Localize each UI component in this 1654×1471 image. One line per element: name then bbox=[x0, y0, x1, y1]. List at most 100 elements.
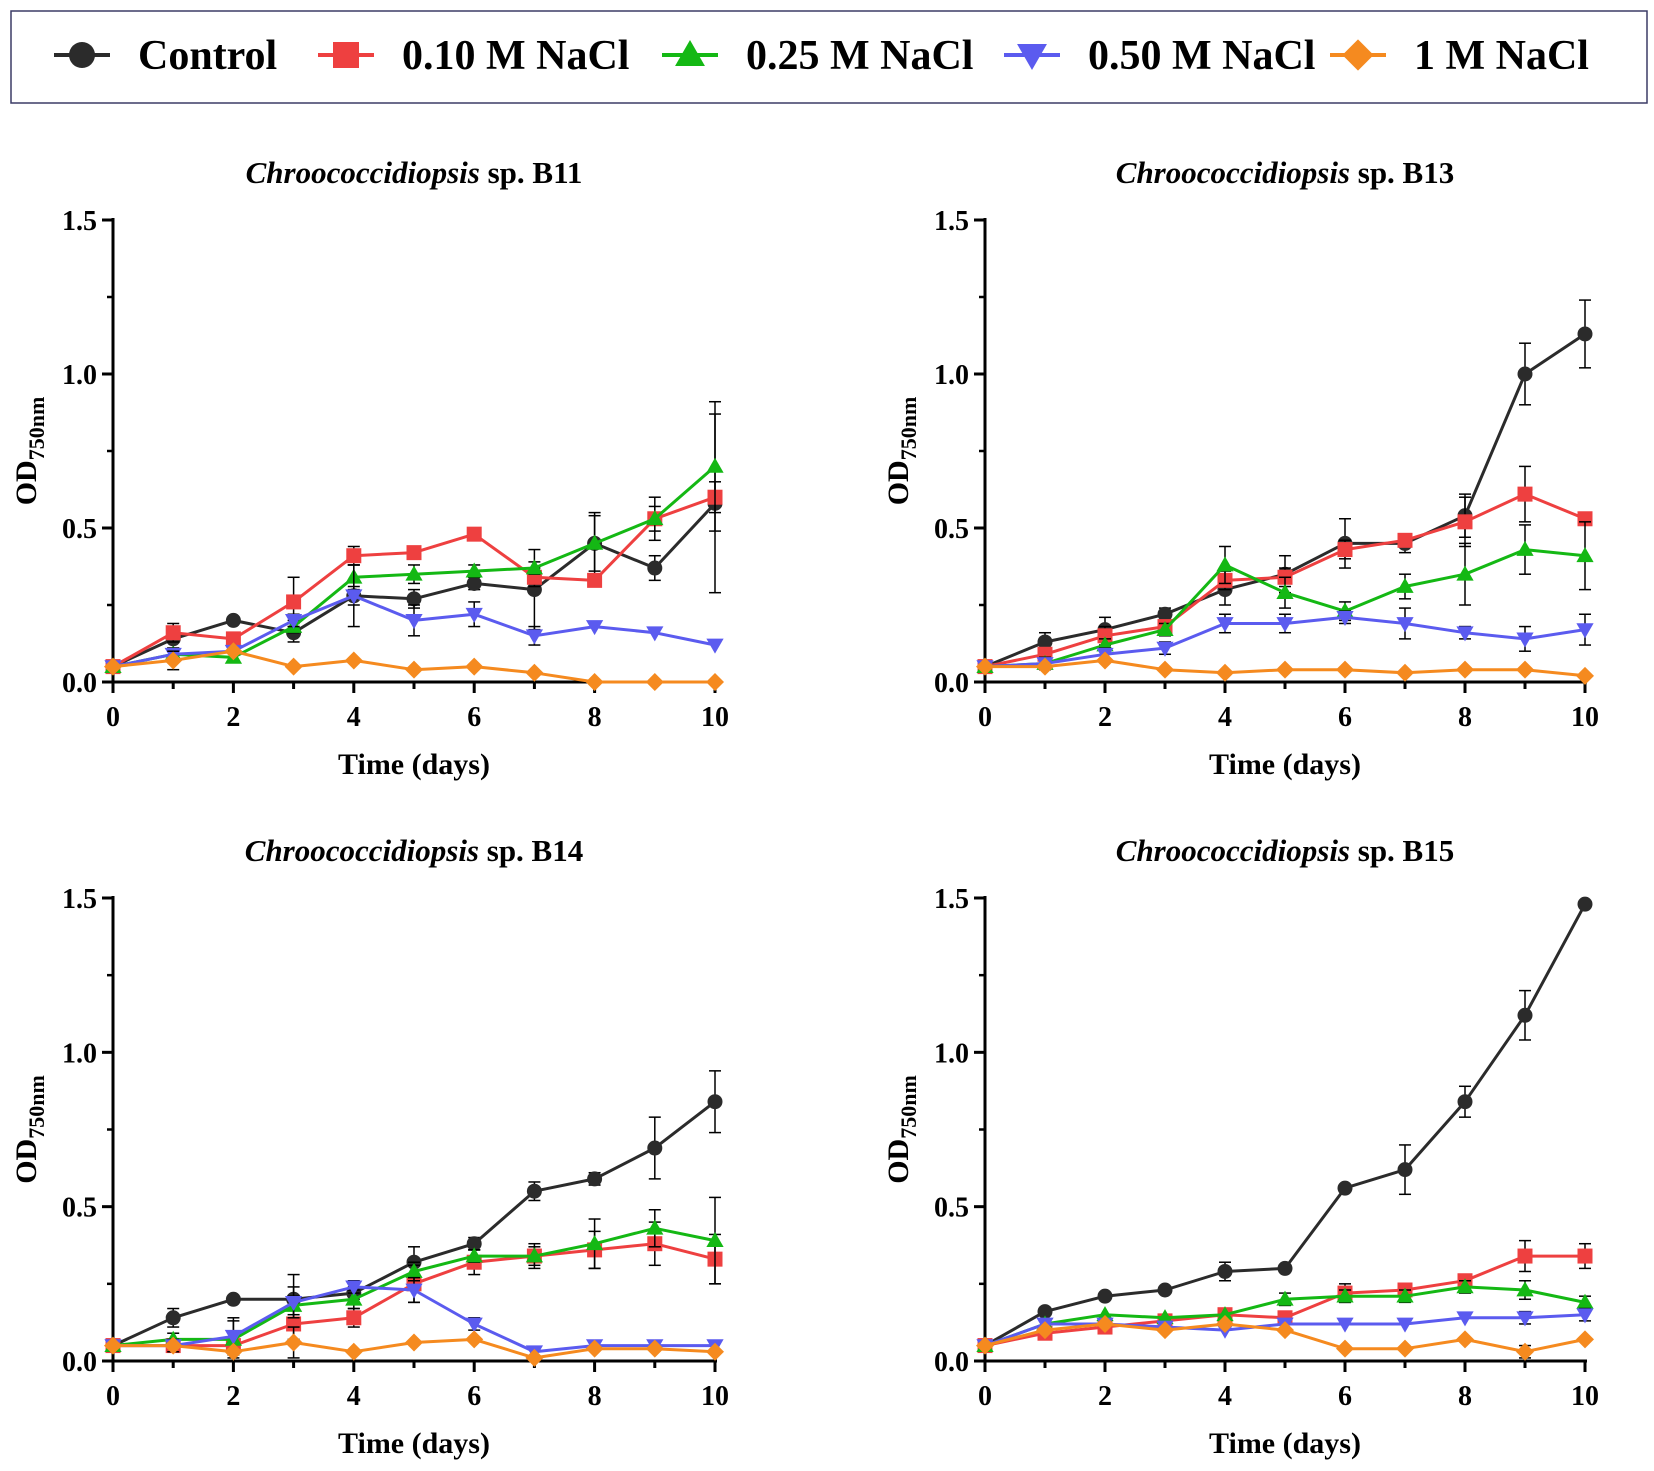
x-tick-label: 2 bbox=[226, 1381, 240, 1412]
x-axis-label: Time (days) bbox=[338, 1427, 490, 1460]
data-point bbox=[706, 1342, 724, 1361]
data-point bbox=[1037, 634, 1053, 650]
data-point bbox=[1456, 1311, 1474, 1327]
series-line bbox=[984, 903, 1587, 1347]
legend-item-1-m-nacl: 1 M NaCl bbox=[1330, 33, 1589, 79]
data-point bbox=[1396, 577, 1414, 593]
legend-marker-circle bbox=[69, 42, 95, 68]
legend-marker-diamond bbox=[1342, 39, 1374, 71]
x-tick-label: 4 bbox=[1218, 1381, 1232, 1412]
y-tick-label: 1.5 bbox=[62, 884, 97, 915]
y-tick-label: 1.5 bbox=[62, 206, 97, 237]
data-point bbox=[1156, 660, 1174, 679]
x-tick-label: 8 bbox=[588, 702, 602, 733]
data-point bbox=[345, 1290, 363, 1306]
y-axis-label-sub: 750nm bbox=[896, 397, 921, 461]
y-tick-label: 1.5 bbox=[934, 206, 969, 237]
x-tick-label: 4 bbox=[1218, 702, 1232, 733]
x-tick-label: 10 bbox=[701, 1381, 729, 1412]
data-point bbox=[1517, 366, 1533, 382]
data-point bbox=[405, 660, 423, 679]
data-point bbox=[1337, 542, 1353, 558]
data-point bbox=[526, 1183, 542, 1199]
chart-title-genus: Chroococcidiopsis bbox=[1116, 155, 1350, 190]
data-point bbox=[1156, 621, 1174, 637]
data-point bbox=[224, 1329, 243, 1345]
x-tick-label: 4 bbox=[347, 1381, 361, 1412]
x-tick-label: 10 bbox=[1571, 1381, 1599, 1412]
series-0-10-m-nacl bbox=[977, 465, 1593, 675]
data-point bbox=[1037, 1304, 1053, 1320]
data-point bbox=[706, 1231, 724, 1247]
data-point bbox=[1277, 1260, 1293, 1276]
data-point bbox=[525, 1348, 544, 1367]
data-point bbox=[587, 1171, 603, 1187]
legend-marker-triangle-up bbox=[675, 40, 705, 67]
data-point bbox=[1396, 1317, 1414, 1333]
data-point bbox=[345, 1280, 363, 1296]
data-point bbox=[466, 1236, 482, 1252]
data-point bbox=[1456, 565, 1474, 581]
data-point bbox=[1516, 1342, 1534, 1361]
data-point bbox=[525, 1247, 544, 1263]
data-point bbox=[225, 612, 241, 628]
data-point bbox=[1397, 1162, 1413, 1178]
chart-title-genus: Chroococcidiopsis bbox=[1116, 833, 1350, 868]
data-point bbox=[405, 565, 423, 581]
data-point bbox=[1156, 1321, 1174, 1340]
series-line bbox=[112, 1100, 716, 1347]
data-point bbox=[587, 572, 603, 588]
y-tick-label: 1.0 bbox=[62, 360, 97, 391]
series-1-m-nacl bbox=[976, 651, 1594, 685]
chart-title: Chroococcidiopsis sp. B11 bbox=[246, 155, 583, 190]
data-point bbox=[1276, 660, 1294, 679]
data-point bbox=[1276, 1321, 1294, 1340]
data-point bbox=[1577, 326, 1593, 342]
data-point bbox=[1396, 1339, 1414, 1358]
data-point bbox=[344, 1342, 363, 1361]
x-tick-label: 2 bbox=[1098, 1381, 1112, 1412]
x-tick-label: 6 bbox=[1338, 1381, 1352, 1412]
chart-title: Chroococcidiopsis sp. B13 bbox=[1116, 155, 1454, 190]
chart-title-genus: Chroococcidiopsis bbox=[246, 155, 480, 190]
data-point bbox=[465, 657, 484, 676]
data-point bbox=[585, 620, 604, 636]
data-point bbox=[1036, 657, 1054, 676]
data-point bbox=[647, 560, 663, 576]
series-1-m-nacl bbox=[976, 1314, 1594, 1361]
y-axis-label-main: OD bbox=[10, 460, 43, 505]
chart-title: Chroococcidiopsis sp. B14 bbox=[245, 833, 583, 868]
chart-title-strain: sp. B15 bbox=[1350, 833, 1454, 868]
data-point bbox=[646, 626, 664, 642]
data-point bbox=[104, 657, 122, 676]
y-axis-label-sub: 750nm bbox=[24, 397, 49, 461]
data-point bbox=[1216, 1314, 1234, 1333]
data-point bbox=[706, 457, 724, 473]
data-point bbox=[1276, 584, 1294, 600]
x-tick-label: 0 bbox=[978, 702, 992, 733]
chart-title-strain: sp. B14 bbox=[479, 833, 583, 868]
data-point bbox=[1216, 617, 1234, 633]
y-tick-label: 0.0 bbox=[62, 1347, 97, 1378]
x-tick-label: 4 bbox=[347, 702, 361, 733]
legend-label: 0.10 M NaCl bbox=[402, 33, 629, 79]
x-tick-label: 10 bbox=[1571, 702, 1599, 733]
data-point bbox=[1336, 1317, 1354, 1333]
data-point bbox=[1576, 666, 1594, 685]
data-point bbox=[225, 631, 241, 647]
data-point bbox=[284, 657, 303, 676]
chart-panel-sp-b15: Chroococcidiopsis sp. B15 0.0 0.5 1.0 1.5 0 2 4… bbox=[882, 833, 1599, 1460]
data-point bbox=[165, 625, 181, 641]
data-point bbox=[525, 559, 544, 575]
data-point bbox=[1576, 1293, 1594, 1309]
x-tick-label: 2 bbox=[1098, 702, 1112, 733]
data-point bbox=[286, 594, 302, 610]
y-axis-label-sub: 750nm bbox=[24, 1075, 49, 1139]
data-point bbox=[1517, 1248, 1533, 1264]
data-point bbox=[1157, 1282, 1173, 1298]
legend: Control 0.10 M NaCl 0.25 M NaCl 0.50 M NaCl… bbox=[10, 10, 1648, 104]
data-point bbox=[585, 534, 604, 550]
y-axis-label-main: OD bbox=[882, 460, 915, 505]
series-control bbox=[105, 1070, 723, 1354]
